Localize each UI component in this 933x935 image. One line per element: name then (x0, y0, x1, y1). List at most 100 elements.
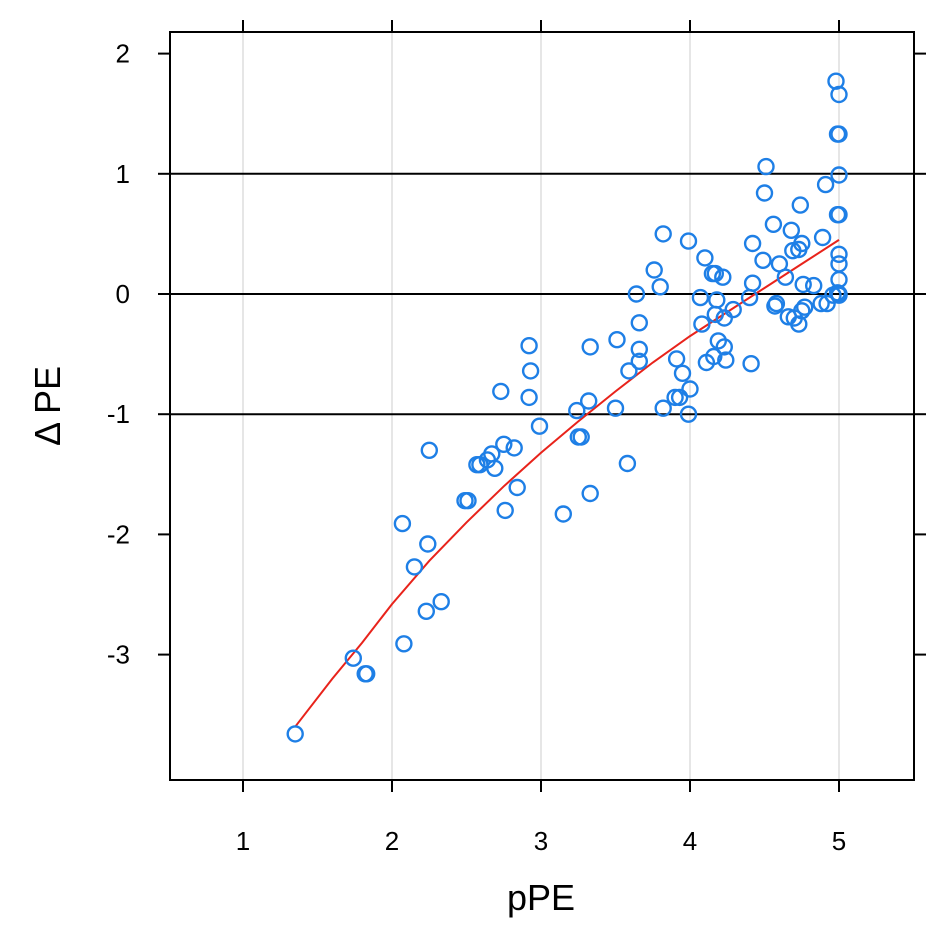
vertical-gridlines (242, 32, 840, 780)
data-point (393, 514, 412, 533)
x-tick-label: 5 (832, 826, 846, 856)
y-tick-label: 0 (116, 279, 130, 309)
data-point (717, 351, 735, 369)
data-point (496, 501, 514, 520)
data-point (459, 492, 477, 510)
data-point (630, 340, 648, 358)
reference-lines (170, 172, 914, 416)
data-point (395, 635, 413, 653)
data-point (782, 221, 800, 240)
y-tick-label: 2 (116, 39, 130, 69)
y-tick-label: 1 (116, 159, 130, 189)
data-point (618, 454, 637, 473)
data-point (830, 125, 848, 143)
data-point (654, 225, 672, 243)
data-point (568, 401, 586, 420)
data-point (743, 274, 762, 292)
fit-line (294, 239, 840, 728)
y-tick-label: -1 (107, 399, 130, 429)
data-point (796, 298, 814, 316)
y-tick-label: -2 (107, 519, 130, 549)
data-point (830, 245, 848, 264)
data-point (691, 288, 710, 307)
data-point (679, 232, 698, 250)
data-point (417, 602, 435, 620)
data-point (764, 215, 783, 234)
x-tick-label: 4 (683, 826, 697, 856)
data-point (715, 338, 733, 356)
axis-ticks (158, 20, 926, 792)
data-point (654, 399, 672, 417)
data-point (754, 251, 772, 269)
data-point (705, 347, 723, 366)
data-point (830, 85, 848, 104)
data-point (791, 196, 809, 214)
data-point (420, 441, 438, 459)
data-point (520, 337, 538, 355)
x-tick-label: 3 (534, 826, 548, 856)
data-point (696, 249, 714, 267)
data-point (645, 261, 663, 279)
data-point (419, 535, 437, 553)
data-point (651, 278, 669, 296)
x-tick-label: 1 (236, 826, 250, 856)
data-point (693, 315, 711, 333)
data-point (755, 184, 774, 202)
data-point (667, 350, 686, 368)
data-point (709, 332, 727, 350)
data-point (554, 505, 572, 523)
data-point (627, 285, 646, 303)
data-point (580, 392, 598, 410)
data-point (794, 275, 812, 294)
data-point (793, 234, 811, 253)
data-point (679, 405, 698, 423)
data-point (830, 286, 848, 304)
data-point (776, 268, 795, 286)
data-point (492, 382, 510, 401)
data-point (708, 291, 726, 309)
x-axis-title: pPE (507, 877, 575, 918)
data-point (812, 294, 830, 313)
data-point (830, 166, 848, 184)
y-tick-label: -3 (107, 640, 130, 670)
data-point (495, 435, 513, 453)
data-point (432, 593, 450, 611)
data-point (813, 228, 832, 247)
data-point (521, 362, 540, 380)
data-point (530, 417, 549, 435)
data-point (666, 388, 684, 407)
data-points (286, 72, 848, 743)
data-point (581, 484, 599, 503)
data-point (630, 352, 648, 370)
x-tick-label: 2 (385, 826, 399, 856)
data-point (606, 399, 625, 417)
data-point (505, 439, 523, 457)
data-point (805, 276, 823, 295)
data-point (670, 388, 689, 407)
x-tick-labels: 1 2 3 4 5 (236, 826, 846, 856)
data-point (486, 459, 504, 477)
data-point (757, 157, 775, 176)
data-point (572, 428, 590, 446)
data-point (793, 302, 811, 320)
y-tick-labels: 2 1 0 -1 -2 -3 (107, 39, 130, 670)
data-point (724, 300, 742, 319)
data-point (742, 355, 760, 373)
data-point (714, 268, 732, 286)
data-point (508, 478, 526, 497)
data-point (630, 314, 648, 332)
data-point (405, 558, 424, 576)
data-point (767, 294, 786, 313)
data-point (830, 205, 848, 224)
data-point (286, 725, 304, 743)
data-point (520, 388, 538, 407)
data-point (681, 380, 699, 398)
y-axis-title: Δ PE (27, 366, 68, 446)
data-point (581, 338, 599, 356)
data-point (608, 331, 626, 349)
data-point (743, 234, 762, 253)
data-point (358, 665, 376, 683)
data-point (344, 649, 362, 667)
data-point (816, 175, 835, 194)
